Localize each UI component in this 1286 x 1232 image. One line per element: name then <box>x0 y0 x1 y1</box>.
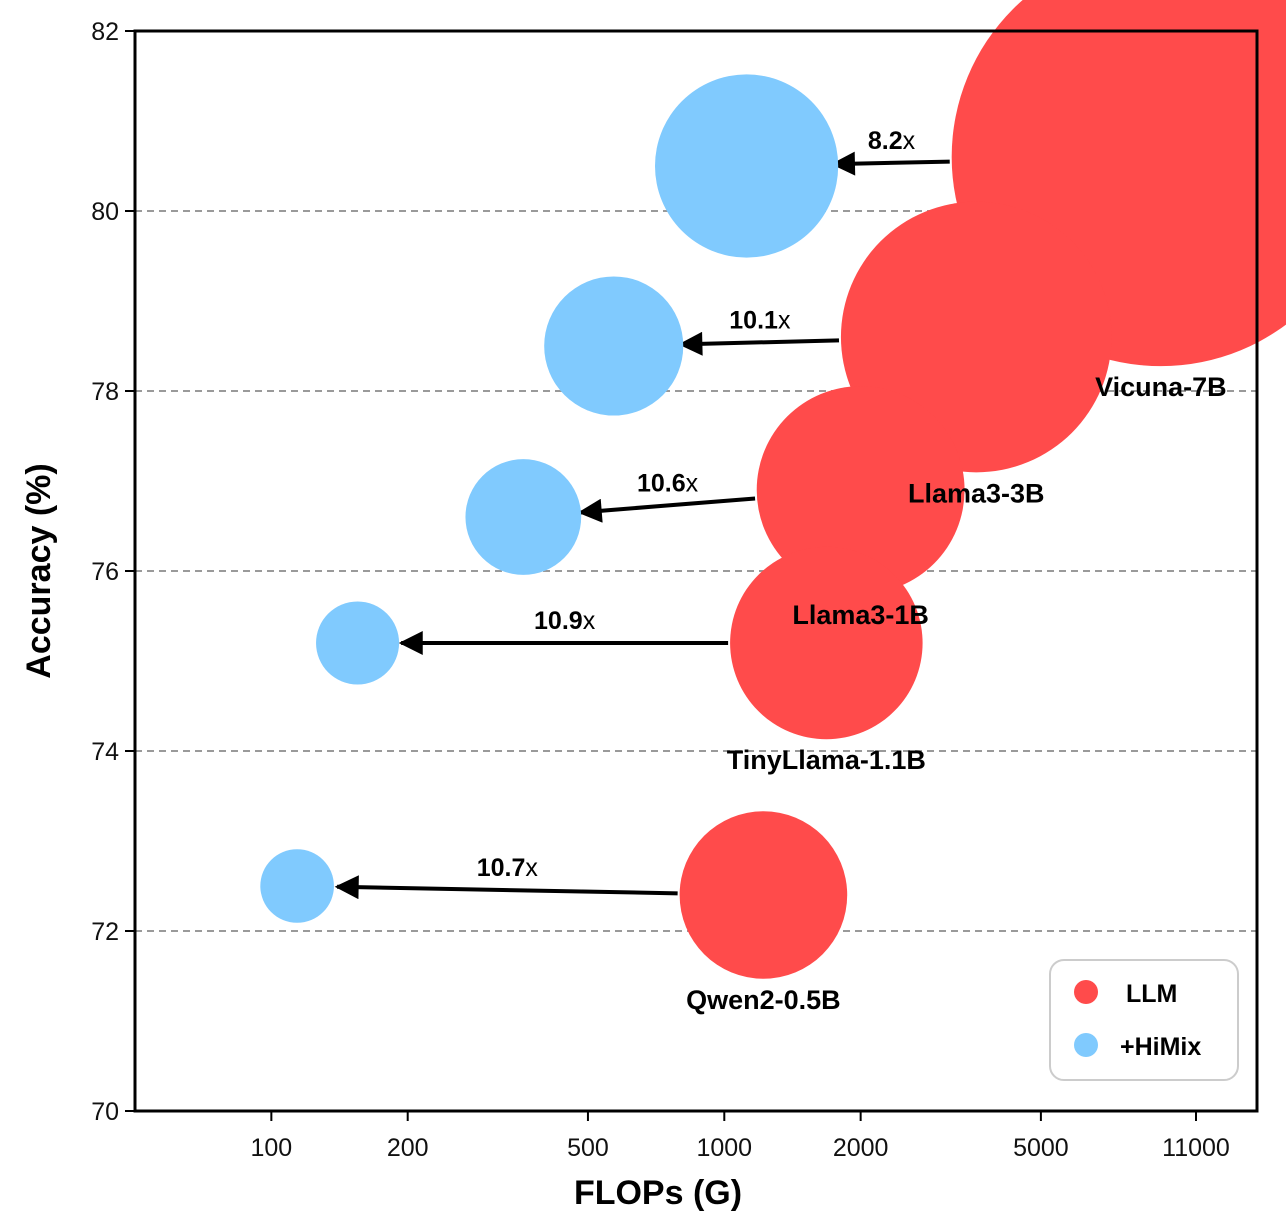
y-axis-title: Accuracy (%) <box>20 463 58 678</box>
legend-himix-label: +HiMix <box>1120 1033 1201 1061</box>
ratio-suffix: x <box>778 306 791 334</box>
ratio-label: 10.7x <box>477 854 539 882</box>
arrow <box>577 496 756 523</box>
y-tick-label: 82 <box>91 18 119 46</box>
y-tick-label: 72 <box>91 918 119 946</box>
arrow <box>830 151 950 176</box>
model-label: Llama3-1B <box>792 600 929 630</box>
y-tick-label: 70 <box>91 1098 119 1126</box>
ratio-number: 10.7 <box>477 854 526 882</box>
x-tick-label: 11000 <box>1162 1134 1230 1162</box>
x-tick-label: 500 <box>567 1134 609 1162</box>
llm-point <box>756 386 965 594</box>
himix-point <box>260 849 334 923</box>
ratio-number: 10.6 <box>637 469 686 497</box>
ratio-number: 8.2 <box>868 127 903 155</box>
y-tick-label: 76 <box>91 558 119 586</box>
llm-points <box>679 0 1286 979</box>
model-label: Llama3-3B <box>908 478 1045 508</box>
model-labels: Vicuna-7B Llama3-3B Llama3-1B TinyLlama-1.1… <box>686 372 1226 1015</box>
llm-point <box>679 811 848 979</box>
y-tick-label: 74 <box>91 738 119 766</box>
grid-lines <box>135 210 1257 932</box>
y-tick-label: 80 <box>91 198 119 226</box>
legend-box <box>1049 959 1239 1081</box>
ratio-suffix: x <box>903 127 916 155</box>
x-axis-title: FLOPs (G) <box>574 1174 742 1212</box>
arrow <box>334 875 678 900</box>
x-tick-label: 2000 <box>833 1134 889 1162</box>
legend-llm-label: LLM <box>1126 980 1177 1008</box>
himix-point <box>544 276 684 416</box>
llm-point <box>730 546 923 740</box>
ratio-suffix: x <box>583 607 596 635</box>
x-axis-ticks: 100 200 500 1000 2000 5000 11000 <box>250 1111 1230 1162</box>
x-tick-label: 5000 <box>1013 1134 1069 1162</box>
ratio-label: 10.9x <box>534 607 596 635</box>
ratio-suffix: x <box>686 469 699 497</box>
x-tick-label: 1000 <box>696 1134 752 1162</box>
model-label: Qwen2-0.5B <box>686 985 841 1015</box>
ratio-label: 10.6x <box>637 469 699 497</box>
ratio-suffix: x <box>525 854 538 882</box>
ratio-number: 10.9 <box>534 607 583 635</box>
legend-llm-marker <box>1074 980 1098 1004</box>
model-label: TinyLlama-1.1B <box>727 745 926 775</box>
x-tick-label: 200 <box>387 1134 429 1162</box>
legend: LLM +HiMix <box>1049 959 1239 1081</box>
y-axis-ticks: 70 72 74 76 78 80 82 <box>91 18 135 1126</box>
legend-himix-marker <box>1074 1033 1098 1057</box>
arrow <box>678 331 840 356</box>
himix-point <box>316 601 400 685</box>
himix-point <box>654 74 839 258</box>
x-tick-label: 100 <box>250 1134 292 1162</box>
model-label: Vicuna-7B <box>1095 372 1227 402</box>
arrows <box>334 151 950 900</box>
ratio-label: 8.2x <box>868 127 916 155</box>
ratio-label: 10.1x <box>729 306 791 334</box>
himix-point <box>465 459 582 575</box>
ratio-number: 10.1 <box>729 306 778 334</box>
y-tick-label: 78 <box>91 378 119 406</box>
himix-points <box>260 74 839 923</box>
